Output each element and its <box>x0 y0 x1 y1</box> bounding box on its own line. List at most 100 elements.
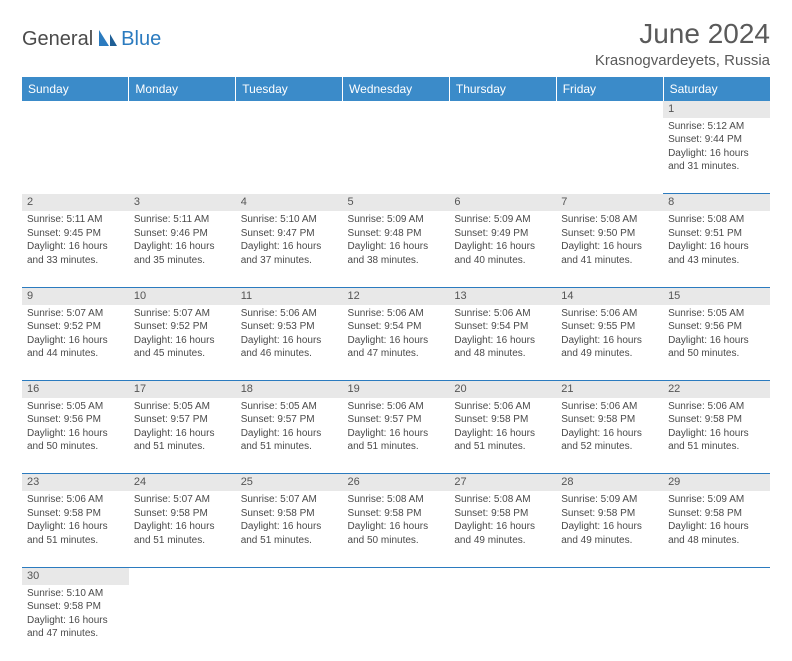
sunrise-line: Sunrise: 5:08 AM <box>668 213 765 227</box>
sunset-line: Sunset: 9:54 PM <box>348 320 445 334</box>
daylight-line: Daylight: 16 hours and 45 minutes. <box>134 334 231 361</box>
sunrise-line: Sunrise: 5:07 AM <box>27 307 124 321</box>
calendar-table: Sunday Monday Tuesday Wednesday Thursday… <box>22 77 770 661</box>
day-detail-row: Sunrise: 5:10 AMSunset: 9:58 PMDaylight:… <box>22 585 770 661</box>
day-number-cell <box>129 567 236 584</box>
day-detail-cell: Sunrise: 5:06 AMSunset: 9:54 PMDaylight:… <box>449 305 556 381</box>
day-number-cell: 20 <box>449 381 556 398</box>
title-block: June 2024 Krasnogvardeyets, Russia <box>595 18 770 69</box>
day-number-cell: 4 <box>236 194 343 211</box>
day-number-cell: 10 <box>129 287 236 304</box>
daylight-line: Daylight: 16 hours and 46 minutes. <box>241 334 338 361</box>
day-number-cell <box>343 101 450 118</box>
daylight-line: Daylight: 16 hours and 40 minutes. <box>454 240 551 267</box>
day-number-cell <box>236 101 343 118</box>
sunrise-line: Sunrise: 5:07 AM <box>134 307 231 321</box>
day-number-cell <box>449 567 556 584</box>
day-number-row: 16171819202122 <box>22 381 770 398</box>
sunrise-line: Sunrise: 5:11 AM <box>134 213 231 227</box>
daylight-line: Daylight: 16 hours and 51 minutes. <box>241 427 338 454</box>
day-number-cell <box>556 567 663 584</box>
day-number-row: 9101112131415 <box>22 287 770 304</box>
sunrise-line: Sunrise: 5:06 AM <box>561 400 658 414</box>
sunrise-line: Sunrise: 5:09 AM <box>668 493 765 507</box>
sunset-line: Sunset: 9:58 PM <box>27 507 124 521</box>
day-detail-cell: Sunrise: 5:06 AMSunset: 9:57 PMDaylight:… <box>343 398 450 474</box>
daylight-line: Daylight: 16 hours and 51 minutes. <box>241 520 338 547</box>
sunrise-line: Sunrise: 5:08 AM <box>454 493 551 507</box>
day-number-cell: 30 <box>22 567 129 584</box>
sunrise-line: Sunrise: 5:07 AM <box>241 493 338 507</box>
sunrise-line: Sunrise: 5:06 AM <box>27 493 124 507</box>
sunset-line: Sunset: 9:47 PM <box>241 227 338 241</box>
daylight-line: Daylight: 16 hours and 31 minutes. <box>668 147 765 174</box>
day-detail-row: Sunrise: 5:06 AMSunset: 9:58 PMDaylight:… <box>22 491 770 567</box>
weekday-header: Saturday <box>663 77 770 101</box>
logo-text-general: General <box>22 28 93 51</box>
month-title: June 2024 <box>595 18 770 50</box>
day-detail-cell: Sunrise: 5:05 AMSunset: 9:56 PMDaylight:… <box>22 398 129 474</box>
daylight-line: Daylight: 16 hours and 49 minutes. <box>454 520 551 547</box>
sunset-line: Sunset: 9:46 PM <box>134 227 231 241</box>
daylight-line: Daylight: 16 hours and 52 minutes. <box>561 427 658 454</box>
day-detail-cell <box>556 118 663 194</box>
daylight-line: Daylight: 16 hours and 51 minutes. <box>348 427 445 454</box>
weekday-header: Monday <box>129 77 236 101</box>
sunset-line: Sunset: 9:58 PM <box>668 507 765 521</box>
day-detail-cell: Sunrise: 5:06 AMSunset: 9:58 PMDaylight:… <box>556 398 663 474</box>
daylight-line: Daylight: 16 hours and 35 minutes. <box>134 240 231 267</box>
day-detail-cell <box>449 585 556 661</box>
day-number-cell: 6 <box>449 194 556 211</box>
day-detail-cell: Sunrise: 5:08 AMSunset: 9:58 PMDaylight:… <box>449 491 556 567</box>
day-detail-cell: Sunrise: 5:05 AMSunset: 9:56 PMDaylight:… <box>663 305 770 381</box>
day-number-row: 1 <box>22 101 770 118</box>
day-number-cell: 28 <box>556 474 663 491</box>
day-number-cell: 16 <box>22 381 129 398</box>
day-number-cell: 9 <box>22 287 129 304</box>
daylight-line: Daylight: 16 hours and 48 minutes. <box>454 334 551 361</box>
sunset-line: Sunset: 9:55 PM <box>561 320 658 334</box>
sunrise-line: Sunrise: 5:07 AM <box>134 493 231 507</box>
day-detail-cell <box>236 585 343 661</box>
day-detail-cell: Sunrise: 5:07 AMSunset: 9:52 PMDaylight:… <box>129 305 236 381</box>
sunset-line: Sunset: 9:58 PM <box>561 507 658 521</box>
day-detail-cell <box>129 118 236 194</box>
day-detail-cell: Sunrise: 5:08 AMSunset: 9:50 PMDaylight:… <box>556 211 663 287</box>
sunrise-line: Sunrise: 5:08 AM <box>561 213 658 227</box>
day-number-cell: 18 <box>236 381 343 398</box>
day-detail-row: Sunrise: 5:05 AMSunset: 9:56 PMDaylight:… <box>22 398 770 474</box>
sunrise-line: Sunrise: 5:09 AM <box>454 213 551 227</box>
sunset-line: Sunset: 9:51 PM <box>668 227 765 241</box>
sunrise-line: Sunrise: 5:06 AM <box>348 400 445 414</box>
daylight-line: Daylight: 16 hours and 38 minutes. <box>348 240 445 267</box>
daylight-line: Daylight: 16 hours and 49 minutes. <box>561 520 658 547</box>
day-number-cell: 3 <box>129 194 236 211</box>
day-detail-row: Sunrise: 5:07 AMSunset: 9:52 PMDaylight:… <box>22 305 770 381</box>
day-detail-row: Sunrise: 5:12 AMSunset: 9:44 PMDaylight:… <box>22 118 770 194</box>
sunset-line: Sunset: 9:53 PM <box>241 320 338 334</box>
daylight-line: Daylight: 16 hours and 47 minutes. <box>27 614 124 641</box>
sunset-line: Sunset: 9:57 PM <box>134 413 231 427</box>
sunset-line: Sunset: 9:58 PM <box>668 413 765 427</box>
day-detail-cell: Sunrise: 5:11 AMSunset: 9:46 PMDaylight:… <box>129 211 236 287</box>
sunrise-line: Sunrise: 5:10 AM <box>27 587 124 601</box>
day-detail-cell: Sunrise: 5:06 AMSunset: 9:58 PMDaylight:… <box>663 398 770 474</box>
day-number-cell <box>556 101 663 118</box>
sunrise-line: Sunrise: 5:06 AM <box>454 400 551 414</box>
weekday-header: Sunday <box>22 77 129 101</box>
daylight-line: Daylight: 16 hours and 51 minutes. <box>134 427 231 454</box>
day-detail-cell: Sunrise: 5:06 AMSunset: 9:54 PMDaylight:… <box>343 305 450 381</box>
day-number-cell: 5 <box>343 194 450 211</box>
day-detail-cell: Sunrise: 5:05 AMSunset: 9:57 PMDaylight:… <box>236 398 343 474</box>
sunset-line: Sunset: 9:58 PM <box>134 507 231 521</box>
day-detail-cell <box>449 118 556 194</box>
day-detail-cell: Sunrise: 5:09 AMSunset: 9:58 PMDaylight:… <box>663 491 770 567</box>
sunset-line: Sunset: 9:58 PM <box>561 413 658 427</box>
day-detail-cell: Sunrise: 5:06 AMSunset: 9:55 PMDaylight:… <box>556 305 663 381</box>
day-number-cell <box>663 567 770 584</box>
day-number-cell: 7 <box>556 194 663 211</box>
sunrise-line: Sunrise: 5:06 AM <box>348 307 445 321</box>
daylight-line: Daylight: 16 hours and 49 minutes. <box>561 334 658 361</box>
sunrise-line: Sunrise: 5:09 AM <box>561 493 658 507</box>
day-number-cell: 27 <box>449 474 556 491</box>
